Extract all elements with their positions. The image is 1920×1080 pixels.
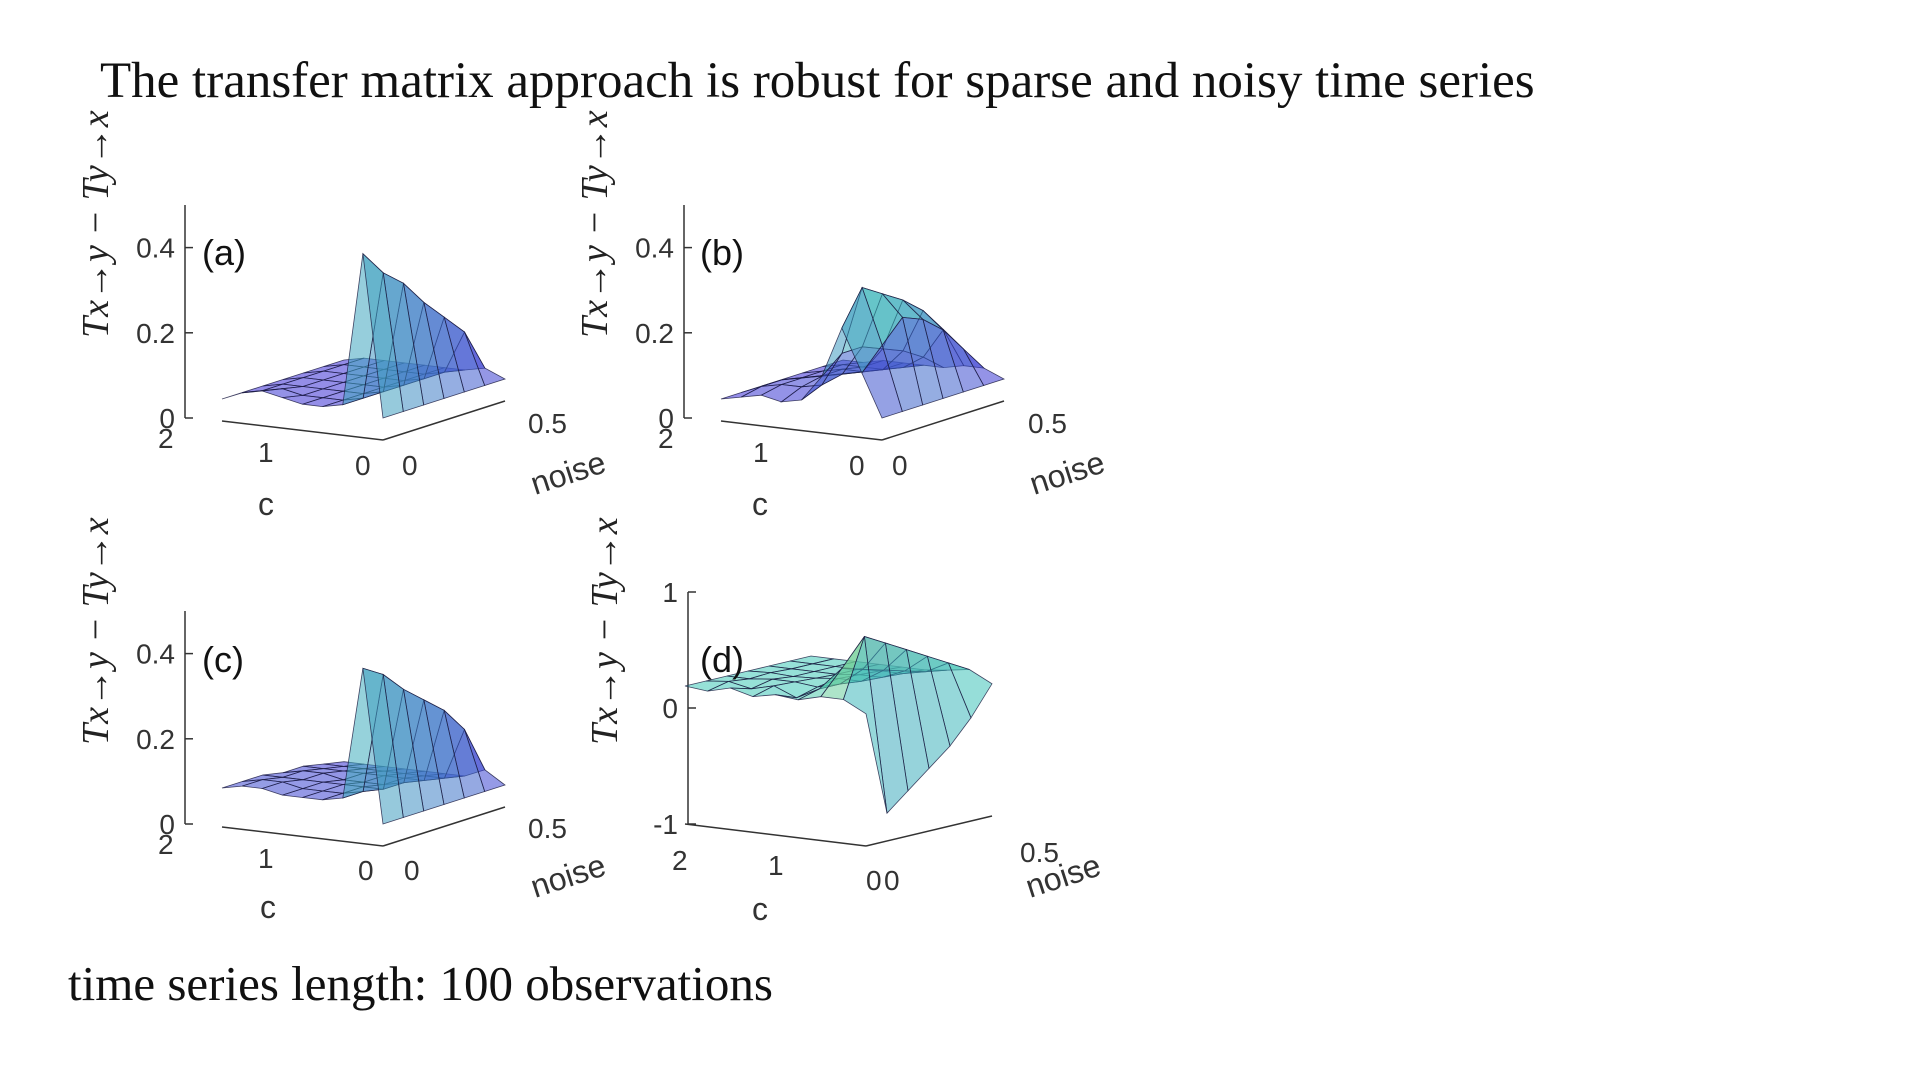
c-axis-label: c: [752, 486, 768, 522]
c-tick-label: 0: [355, 450, 371, 481]
noise-axis-label: noise: [1025, 444, 1109, 502]
panel-label: (b): [700, 232, 744, 273]
c-axis-line: [221, 826, 384, 847]
z-axis-label: Tx→y − Ty→x: [75, 110, 117, 338]
z-axis-label: Tx→y − Ty→x: [574, 110, 616, 338]
z-tick-label: 0.4: [635, 233, 674, 264]
noise-tick-label: 0.5: [1028, 408, 1067, 439]
z-tick-label: 0.2: [635, 318, 674, 349]
panel-label: (c): [202, 639, 244, 680]
panel-label: (d): [700, 639, 744, 680]
z-tick-label: 0: [662, 693, 678, 724]
noise-tick-label: 0: [402, 450, 418, 481]
noise-tick-label: 0: [892, 450, 908, 481]
c-tick-label: 0: [849, 450, 865, 481]
c-tick-label: 1: [768, 850, 784, 881]
noise-tick-label: 0: [404, 855, 420, 886]
z-tick-label: 0: [159, 809, 175, 840]
noise-tick-label: 0.5: [528, 408, 567, 439]
c-axis-label: c: [260, 889, 276, 925]
noise-axis-line: [881, 400, 1005, 441]
c-tick-label: 2: [158, 423, 174, 454]
noise-axis-label: noise: [526, 444, 610, 502]
noise-axis-label: noise: [526, 847, 610, 905]
footer-caption: time series length: 100 observations: [68, 956, 773, 1011]
c-tick-label: 2: [672, 845, 688, 876]
c-tick-label: 1: [258, 437, 274, 468]
slide-title: The transfer matrix approach is robust f…: [100, 53, 1535, 109]
z-axis-label: Tx→y − Ty→x: [584, 517, 626, 745]
c-tick-label: 0: [358, 855, 374, 886]
noise-axis-line: [382, 400, 506, 441]
c-tick-label: 1: [258, 843, 274, 874]
c-tick-label: 1: [753, 437, 769, 468]
c-axis-label: c: [258, 486, 274, 522]
noise-axis-line: [382, 806, 506, 847]
noise-tick-label: 0: [884, 865, 900, 896]
noise-axis-line: [865, 815, 993, 847]
c-axis-line: [221, 420, 384, 441]
z-axis-label: Tx→y − Ty→x: [75, 517, 117, 745]
surface-patch: [362, 667, 404, 825]
z-tick-label: 0: [658, 403, 674, 434]
z-tick-label: 0.2: [136, 724, 175, 755]
z-tick-label: 0.4: [136, 233, 175, 264]
c-axis-label: c: [752, 891, 768, 927]
surface-patch: [861, 344, 903, 419]
noise-tick-label: 0.5: [528, 813, 567, 844]
surface-patch: [362, 252, 404, 419]
c-tick-label: 2: [658, 423, 674, 454]
surface-patch: [842, 636, 888, 814]
z-tick-label: 0.2: [136, 318, 175, 349]
c-tick-label: 0: [866, 865, 882, 896]
z-tick-label: 1: [662, 577, 678, 608]
c-axis-line: [720, 420, 883, 441]
noise-tick-label: 0.5: [1020, 837, 1059, 868]
z-tick-label: 0.4: [136, 639, 175, 670]
panel-label: (a): [202, 232, 246, 273]
z-tick-label: -1: [653, 809, 678, 840]
c-tick-label: 2: [158, 829, 174, 860]
z-tick-label: 0: [159, 403, 175, 434]
c-axis-line: [684, 823, 867, 847]
